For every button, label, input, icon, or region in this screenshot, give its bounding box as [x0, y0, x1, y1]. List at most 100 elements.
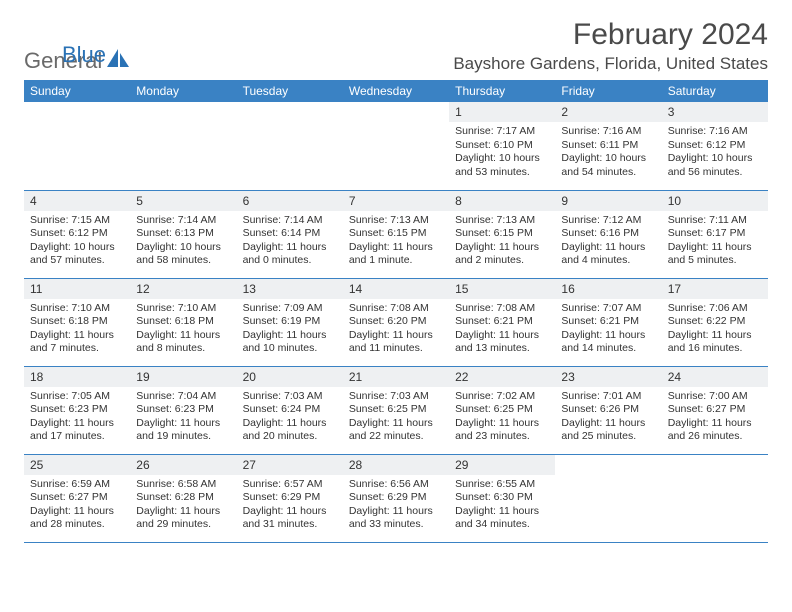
weekday-row: SundayMondayTuesdayWednesdayThursdayFrid… — [24, 80, 768, 102]
day-number: 18 — [24, 367, 130, 387]
logo-blue-row: Blue — [24, 42, 106, 68]
calendar-cell: 22Sunrise: 7:02 AMSunset: 6:25 PMDayligh… — [449, 366, 555, 454]
calendar-cell: 7Sunrise: 7:13 AMSunset: 6:15 PMDaylight… — [343, 190, 449, 278]
day-number: 9 — [555, 191, 661, 211]
day-number: 17 — [662, 279, 768, 299]
calendar-cell: 26Sunrise: 6:58 AMSunset: 6:28 PMDayligh… — [130, 454, 236, 542]
calendar-row: 25Sunrise: 6:59 AMSunset: 6:27 PMDayligh… — [24, 454, 768, 542]
calendar-cell: 11Sunrise: 7:10 AMSunset: 6:18 PMDayligh… — [24, 278, 130, 366]
calendar-row: 18Sunrise: 7:05 AMSunset: 6:23 PMDayligh… — [24, 366, 768, 454]
day-details: Sunrise: 7:17 AMSunset: 6:10 PMDaylight:… — [449, 122, 555, 183]
calendar-cell-empty — [237, 102, 343, 190]
day-number: 6 — [237, 191, 343, 211]
day-details: Sunrise: 7:03 AMSunset: 6:25 PMDaylight:… — [343, 387, 449, 448]
calendar-cell: 25Sunrise: 6:59 AMSunset: 6:27 PMDayligh… — [24, 454, 130, 542]
day-number: 8 — [449, 191, 555, 211]
weekday-header: Thursday — [449, 80, 555, 102]
calendar-cell: 1Sunrise: 7:17 AMSunset: 6:10 PMDaylight… — [449, 102, 555, 190]
calendar-cell: 4Sunrise: 7:15 AMSunset: 6:12 PMDaylight… — [24, 190, 130, 278]
header-row: General February 2024 Bayshore Gardens, … — [24, 18, 768, 74]
day-number: 28 — [343, 455, 449, 475]
title-block: February 2024 Bayshore Gardens, Florida,… — [453, 18, 768, 74]
calendar-cell: 23Sunrise: 7:01 AMSunset: 6:26 PMDayligh… — [555, 366, 661, 454]
day-number: 25 — [24, 455, 130, 475]
day-details: Sunrise: 7:05 AMSunset: 6:23 PMDaylight:… — [24, 387, 130, 448]
day-number: 19 — [130, 367, 236, 387]
calendar-row: 11Sunrise: 7:10 AMSunset: 6:18 PMDayligh… — [24, 278, 768, 366]
calendar-cell: 21Sunrise: 7:03 AMSunset: 6:25 PMDayligh… — [343, 366, 449, 454]
day-number: 22 — [449, 367, 555, 387]
day-details: Sunrise: 7:16 AMSunset: 6:12 PMDaylight:… — [662, 122, 768, 183]
calendar-cell: 18Sunrise: 7:05 AMSunset: 6:23 PMDayligh… — [24, 366, 130, 454]
day-number: 26 — [130, 455, 236, 475]
calendar-cell: 29Sunrise: 6:55 AMSunset: 6:30 PMDayligh… — [449, 454, 555, 542]
day-details: Sunrise: 7:03 AMSunset: 6:24 PMDaylight:… — [237, 387, 343, 448]
calendar-cell: 28Sunrise: 6:56 AMSunset: 6:29 PMDayligh… — [343, 454, 449, 542]
calendar-cell: 12Sunrise: 7:10 AMSunset: 6:18 PMDayligh… — [130, 278, 236, 366]
day-details: Sunrise: 7:08 AMSunset: 6:20 PMDaylight:… — [343, 299, 449, 360]
calendar-row: 1Sunrise: 7:17 AMSunset: 6:10 PMDaylight… — [24, 102, 768, 190]
day-number: 15 — [449, 279, 555, 299]
day-details: Sunrise: 7:06 AMSunset: 6:22 PMDaylight:… — [662, 299, 768, 360]
day-number: 10 — [662, 191, 768, 211]
calendar-cell-empty — [662, 454, 768, 542]
calendar-head: SundayMondayTuesdayWednesdayThursdayFrid… — [24, 80, 768, 102]
calendar-cell: 24Sunrise: 7:00 AMSunset: 6:27 PMDayligh… — [662, 366, 768, 454]
day-number: 16 — [555, 279, 661, 299]
day-details: Sunrise: 7:14 AMSunset: 6:14 PMDaylight:… — [237, 211, 343, 272]
day-number: 13 — [237, 279, 343, 299]
calendar-cell: 20Sunrise: 7:03 AMSunset: 6:24 PMDayligh… — [237, 366, 343, 454]
day-details: Sunrise: 7:16 AMSunset: 6:11 PMDaylight:… — [555, 122, 661, 183]
calendar-cell: 5Sunrise: 7:14 AMSunset: 6:13 PMDaylight… — [130, 190, 236, 278]
weekday-header: Wednesday — [343, 80, 449, 102]
calendar-cell: 2Sunrise: 7:16 AMSunset: 6:11 PMDaylight… — [555, 102, 661, 190]
day-details: Sunrise: 7:07 AMSunset: 6:21 PMDaylight:… — [555, 299, 661, 360]
calendar-row: 4Sunrise: 7:15 AMSunset: 6:12 PMDaylight… — [24, 190, 768, 278]
day-details: Sunrise: 7:10 AMSunset: 6:18 PMDaylight:… — [24, 299, 130, 360]
day-details: Sunrise: 6:59 AMSunset: 6:27 PMDaylight:… — [24, 475, 130, 536]
calendar-cell: 17Sunrise: 7:06 AMSunset: 6:22 PMDayligh… — [662, 278, 768, 366]
day-details: Sunrise: 7:13 AMSunset: 6:15 PMDaylight:… — [449, 211, 555, 272]
calendar-cell: 19Sunrise: 7:04 AMSunset: 6:23 PMDayligh… — [130, 366, 236, 454]
calendar-table: SundayMondayTuesdayWednesdayThursdayFrid… — [24, 80, 768, 543]
calendar-cell-empty — [555, 454, 661, 542]
calendar-cell: 16Sunrise: 7:07 AMSunset: 6:21 PMDayligh… — [555, 278, 661, 366]
calendar-cell-empty — [130, 102, 236, 190]
day-number: 14 — [343, 279, 449, 299]
calendar-cell: 6Sunrise: 7:14 AMSunset: 6:14 PMDaylight… — [237, 190, 343, 278]
day-number: 11 — [24, 279, 130, 299]
day-details: Sunrise: 7:13 AMSunset: 6:15 PMDaylight:… — [343, 211, 449, 272]
day-number: 7 — [343, 191, 449, 211]
calendar-cell-empty — [343, 102, 449, 190]
day-details: Sunrise: 7:04 AMSunset: 6:23 PMDaylight:… — [130, 387, 236, 448]
weekday-header: Monday — [130, 80, 236, 102]
month-title: February 2024 — [453, 18, 768, 52]
day-details: Sunrise: 7:09 AMSunset: 6:19 PMDaylight:… — [237, 299, 343, 360]
day-number: 1 — [449, 102, 555, 122]
day-details: Sunrise: 7:11 AMSunset: 6:17 PMDaylight:… — [662, 211, 768, 272]
day-details: Sunrise: 7:15 AMSunset: 6:12 PMDaylight:… — [24, 211, 130, 272]
day-number: 21 — [343, 367, 449, 387]
day-number: 24 — [662, 367, 768, 387]
day-details: Sunrise: 7:10 AMSunset: 6:18 PMDaylight:… — [130, 299, 236, 360]
day-details: Sunrise: 6:57 AMSunset: 6:29 PMDaylight:… — [237, 475, 343, 536]
calendar-cell: 8Sunrise: 7:13 AMSunset: 6:15 PMDaylight… — [449, 190, 555, 278]
logo-sail-icon — [107, 49, 131, 74]
weekday-header: Tuesday — [237, 80, 343, 102]
day-details: Sunrise: 6:55 AMSunset: 6:30 PMDaylight:… — [449, 475, 555, 536]
calendar-cell: 15Sunrise: 7:08 AMSunset: 6:21 PMDayligh… — [449, 278, 555, 366]
day-number: 2 — [555, 102, 661, 122]
weekday-header: Friday — [555, 80, 661, 102]
calendar-cell-empty — [24, 102, 130, 190]
calendar-cell: 10Sunrise: 7:11 AMSunset: 6:17 PMDayligh… — [662, 190, 768, 278]
day-number: 23 — [555, 367, 661, 387]
weekday-header: Saturday — [662, 80, 768, 102]
day-details: Sunrise: 7:00 AMSunset: 6:27 PMDaylight:… — [662, 387, 768, 448]
day-details: Sunrise: 6:56 AMSunset: 6:29 PMDaylight:… — [343, 475, 449, 536]
calendar-cell: 13Sunrise: 7:09 AMSunset: 6:19 PMDayligh… — [237, 278, 343, 366]
day-number: 5 — [130, 191, 236, 211]
day-number: 12 — [130, 279, 236, 299]
day-details: Sunrise: 7:12 AMSunset: 6:16 PMDaylight:… — [555, 211, 661, 272]
calendar-body: 1Sunrise: 7:17 AMSunset: 6:10 PMDaylight… — [24, 102, 768, 542]
day-number: 4 — [24, 191, 130, 211]
